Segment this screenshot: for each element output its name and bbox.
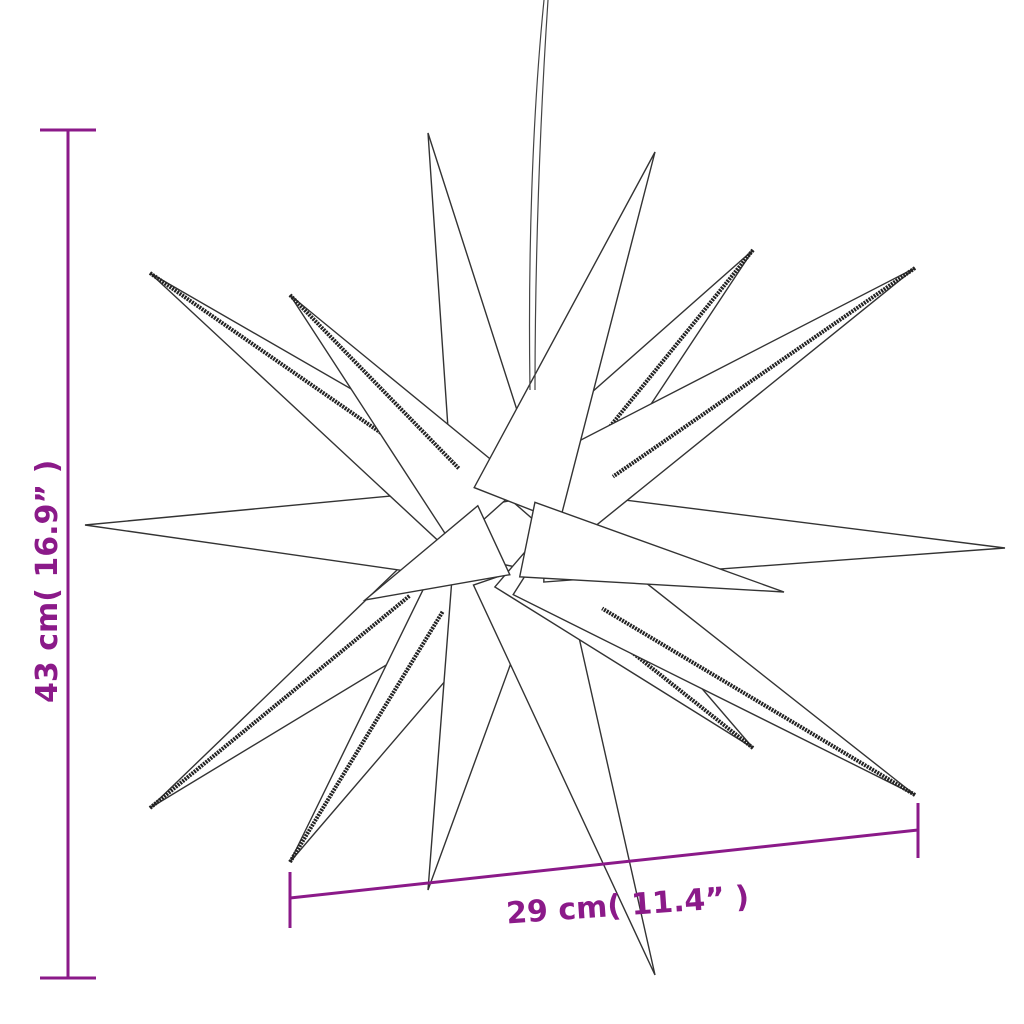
width-dimension-line [288,803,920,928]
hanging-cable [528,0,549,391]
led-strip [601,606,917,797]
led-strip [288,293,461,470]
star-spike [289,294,524,548]
led-strip [288,610,445,864]
led-strip [148,271,424,464]
star-spike [518,501,785,593]
height-dimension-line [40,128,96,980]
height-label: 43 cm( 16.9” ) [30,459,65,703]
star-spike [473,151,656,523]
led-strip [148,593,412,810]
star-spikes [84,132,1006,976]
led-strip [611,266,917,479]
led-strip [572,248,755,472]
star-spike [362,504,511,602]
